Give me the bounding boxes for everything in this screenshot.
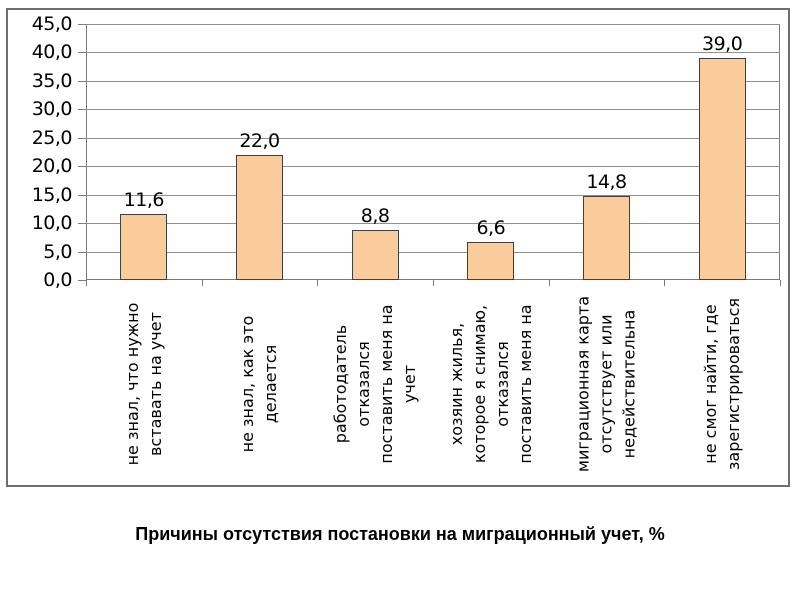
category-label: не знал, как это делается (202, 290, 318, 478)
y-axis-tick (78, 24, 86, 25)
bar (698, 58, 746, 280)
category-label-text: миграционная карта отсутствует или недей… (573, 295, 639, 473)
gridline (86, 109, 780, 111)
x-axis-tick (433, 280, 434, 286)
category-label-text: не знал, как это делается (238, 315, 281, 453)
y-axis-tick-label: 25,0 (31, 126, 73, 149)
y-axis-tick-label: 30,0 (31, 98, 73, 121)
gridline (86, 194, 780, 196)
chart-caption: Причины отсутствия постановки на миграци… (135, 524, 665, 544)
category-label: миграционная карта отсутствует или недей… (549, 290, 665, 478)
x-axis-tick (548, 280, 550, 286)
y-axis-tick (78, 80, 86, 82)
category-label: работодатель отказался поставить меня на… (317, 290, 433, 478)
y-axis-tick-label: 40,0 (31, 41, 73, 64)
category-label: не смог найти, где зарегистрироваться (664, 290, 780, 478)
bar (467, 242, 515, 280)
bar-value-label: 14,8 (586, 170, 627, 193)
gridline (86, 80, 780, 82)
bar-value-label: 22,0 (239, 129, 280, 152)
x-axis-tick (780, 280, 781, 286)
y-axis-tick-label: 0,0 (43, 269, 72, 291)
bar-value-label: 8,8 (360, 204, 390, 227)
category-label: не знал, что нужно вставать на учет (86, 290, 202, 478)
bar (351, 229, 399, 280)
bar (120, 214, 168, 280)
x-axis-tick (86, 280, 87, 286)
y-axis-tick-label: 5,0 (43, 240, 72, 263)
bar (583, 195, 630, 280)
chart-frame: 0,0 5,0 10,0 15,0 20,0 25,0 30,0 35,0 40,0 45,0 11… (6, 8, 790, 487)
gridline (86, 166, 780, 168)
y-axis-tick (78, 223, 86, 225)
y-axis-tick-label: 45,0 (31, 13, 73, 35)
gridline (86, 52, 780, 54)
y-axis-tick (78, 194, 86, 196)
y-axis-tick-label: 20,0 (31, 155, 73, 178)
bar-value-label: 6,6 (476, 217, 506, 240)
gridline (86, 251, 780, 253)
category-label-text: работодатель отказался поставить меня на… (331, 304, 420, 464)
y-axis-tick-label: 15,0 (31, 183, 73, 206)
y-axis-tick (78, 251, 86, 253)
bar (236, 154, 283, 280)
y-axis-tick (78, 280, 86, 281)
category-label-text: не смог найти, где зарегистрироваться (701, 297, 744, 471)
y-axis-tick-label: 35,0 (31, 69, 73, 92)
category-label: хозяин жилья, которое я снимаю, отказалс… (433, 290, 549, 478)
gridline (86, 223, 780, 225)
y-axis-tick (78, 137, 86, 139)
y-axis-tick (78, 52, 86, 54)
category-label-text: не знал, что нужно вставать на учет (122, 302, 165, 466)
gridline (86, 137, 780, 139)
y-axis-tick-label: 10,0 (31, 212, 73, 235)
y-axis-tick (78, 166, 86, 168)
bar-value-label: 11,6 (123, 189, 165, 211)
x-axis-tick (317, 280, 319, 286)
category-label-text: хозяин жилья, которое я снимаю, отказалс… (446, 304, 535, 464)
y-axis-tick (78, 109, 86, 111)
bar-value-label: 39,0 (702, 33, 743, 56)
x-axis-tick (201, 280, 203, 286)
x-axis-tick (664, 280, 666, 286)
plot-area (86, 24, 780, 280)
gridline (86, 24, 780, 25)
